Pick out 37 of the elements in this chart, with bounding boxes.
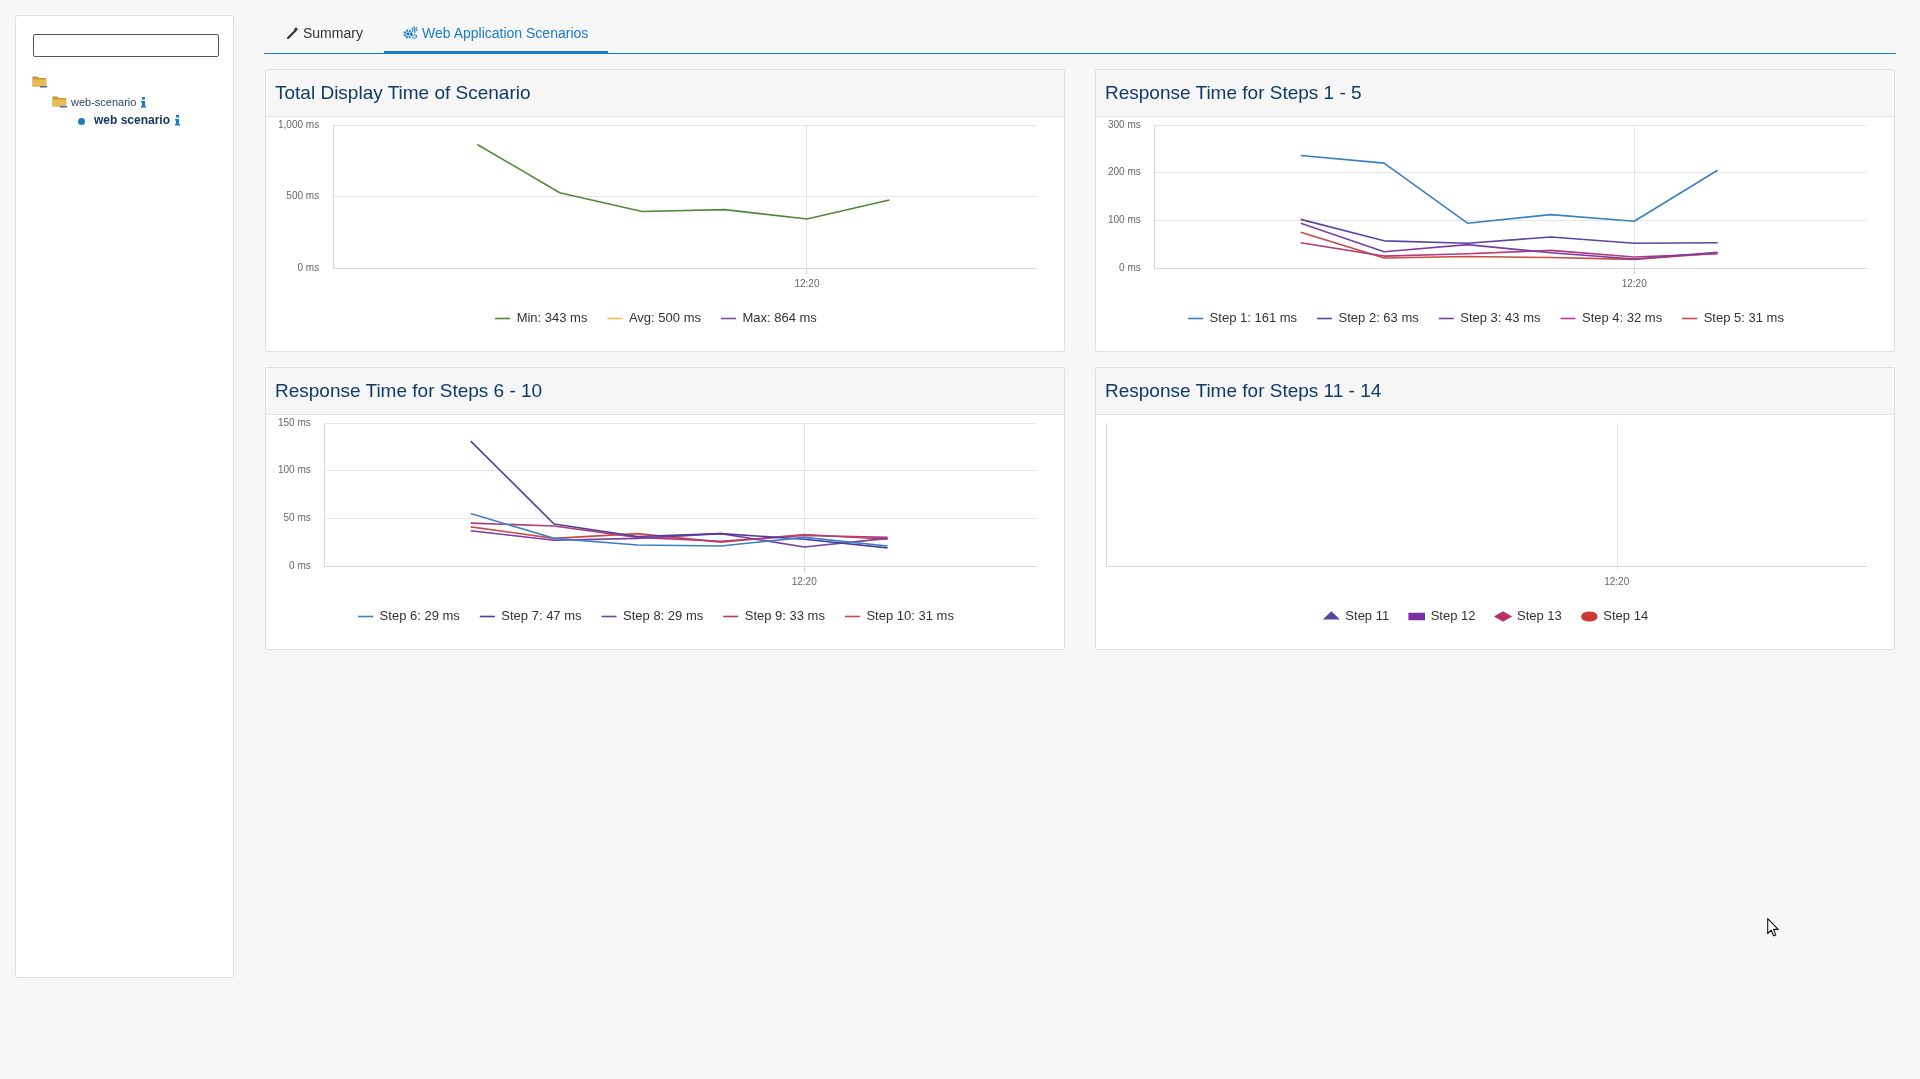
y-tick-label: 150 ms — [278, 416, 311, 428]
legend-label: Max: 864 ms — [742, 310, 818, 326]
legend-label: Step 1: 161 ms — [1209, 310, 1298, 326]
y-tick-label: 0 ms — [1119, 261, 1141, 273]
y-tick-label: 50 ms — [283, 512, 311, 524]
text: Response Time for Steps 11 - 14 — [1096, 368, 1894, 415]
legend-label: Step 10: 31 ms — [866, 608, 955, 624]
y-tick-label: 500 ms — [286, 190, 320, 202]
y-tick-label: 100 ms — [278, 464, 311, 476]
legend-label: Step 14 — [1603, 608, 1649, 624]
text: web-scenario — [71, 95, 137, 110]
legend-label: Step 11 — [1345, 608, 1390, 624]
y-tick-label: 0 ms — [289, 559, 311, 571]
legend-label: Step 13 — [1517, 608, 1562, 624]
text: Summary — [303, 24, 363, 42]
chart-title: Response Time for Steps 1 - 5 — [1096, 70, 1894, 117]
legend-label: Min: 343 ms — [516, 310, 588, 326]
text: Web Application Scenarios — [422, 24, 589, 42]
y-tick-label: 1,000 ms — [277, 118, 320, 130]
legend-label: Step 3: 43 ms — [1460, 310, 1541, 326]
text: web scenario — [94, 112, 171, 128]
legend-label: Step 6: 29 ms — [379, 608, 461, 624]
y-tick-label: 100 ms — [1108, 214, 1141, 226]
y-tick-label: 0 ms — [297, 261, 320, 273]
legend-label: Step 4: 32 ms — [1581, 310, 1663, 326]
legend-label: Avg: 500 ms — [628, 310, 702, 326]
chart-title: Response Time for Steps 6 - 10 — [266, 368, 1064, 415]
chart-title: Total Display Time of Scenario — [266, 70, 1064, 117]
legend-label: Step 5: 31 ms — [1703, 310, 1785, 326]
legend-label: Step 8: 29 ms — [623, 608, 704, 624]
legend-label: Step 9: 33 ms — [744, 608, 826, 624]
legend-label: Step 12 — [1430, 608, 1476, 624]
legend-label: Step 7: 47 ms — [501, 608, 583, 624]
text: 12:20 — [1604, 575, 1630, 587]
y-tick-label: 300 ms — [1108, 118, 1141, 130]
y-tick-label: 200 ms — [1108, 166, 1141, 178]
legend-label: Step 2: 63 ms — [1338, 310, 1420, 326]
